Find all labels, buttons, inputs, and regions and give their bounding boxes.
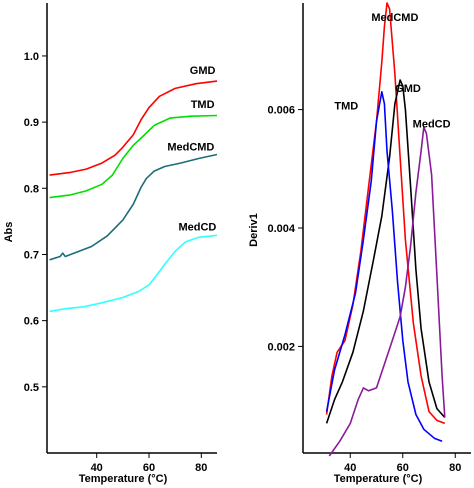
series-label-medcd: MedCD	[178, 222, 216, 234]
y-tick-label: 0.6	[24, 316, 39, 328]
y-tick-label: 0.004	[267, 223, 295, 235]
series-label-gmd: GMD	[395, 83, 421, 95]
series-line-medcd	[49, 234, 218, 313]
right-series-labels: MedCMD GMD TMD MedCD	[334, 12, 450, 131]
x-tick-label: 80	[449, 462, 461, 474]
y-tick-label: 1.0	[24, 51, 39, 63]
y-tick-label: 0.8	[24, 183, 39, 195]
series-line-tmd	[49, 114, 218, 199]
left-y-axis-label: Abs	[3, 222, 15, 243]
left-series	[49, 80, 218, 313]
left-series-labels: GMD TMD MedCMD MedCD	[167, 65, 216, 234]
right-x-axis-label: Temperature (°C)	[334, 473, 423, 485]
y-tick-label: 0.006	[267, 105, 295, 117]
y-tick-label: 0.7	[24, 249, 39, 261]
series-line-medcd	[328, 126, 446, 457]
series-line-gmd	[49, 80, 218, 176]
series-label-tmd: TMD	[191, 99, 215, 111]
left-panel: Abs Temperature (°C) 40 60 80 0.5 0.6 0.7 0.8 0…	[3, 3, 218, 485]
right-y-axis-label: Deriv1	[248, 213, 260, 247]
series-label-tmd: TMD	[334, 101, 358, 113]
series-label-gmd: GMD	[190, 65, 216, 77]
x-tick-label: 60	[397, 462, 409, 474]
right-ticks: 40 60 80 0.002 0.004 0.006	[267, 105, 461, 474]
x-tick-label: 40	[344, 462, 356, 474]
left-ticks: 40 60 80 0.5 0.6 0.7 0.8 0.9 1.0	[24, 51, 208, 474]
series-label-medcd: MedCD	[413, 118, 451, 130]
series-line-tmd	[325, 91, 443, 442]
series-label-medcmd: MedCMD	[371, 12, 418, 24]
right-series	[325, 2, 446, 457]
series-line-medcmd	[49, 153, 218, 261]
left-x-axis-label: Temperature (°C)	[79, 473, 168, 485]
series-label-medcmd: MedCMD	[167, 142, 214, 154]
right-panel: Deriv1 Temperature (°C) 40 60 80 0.002 0.004…	[248, 2, 471, 485]
y-tick-label: 0.5	[24, 382, 39, 394]
x-tick-label: 80	[195, 462, 207, 474]
y-tick-label: 0.9	[24, 117, 39, 129]
series-line-medcmd	[325, 2, 446, 425]
series-line-gmd	[325, 79, 446, 424]
x-tick-label: 60	[143, 462, 155, 474]
y-tick-label: 0.002	[267, 341, 295, 353]
x-tick-label: 40	[91, 462, 103, 474]
